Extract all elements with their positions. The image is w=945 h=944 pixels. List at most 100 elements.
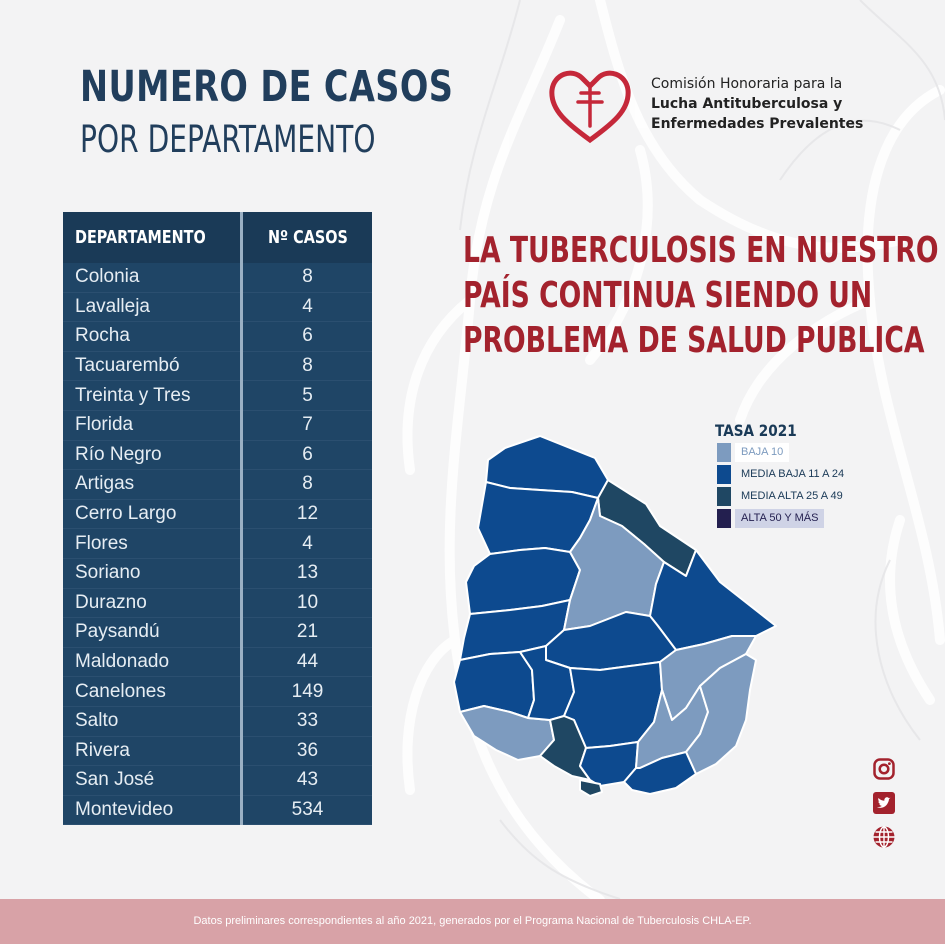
cases-cell: 8 [241, 263, 372, 293]
department-cell: Cerro Largo [63, 499, 243, 530]
cases-cell: 6 [241, 321, 372, 352]
legend-label: ALTA 50 Y MÁS [735, 509, 825, 528]
headline-line3: PROBLEMA DE SALUD PUBLICA [463, 320, 925, 361]
table-row: Rocha 6 [63, 321, 372, 352]
legend-swatch [717, 487, 731, 506]
cases-cell: 44 [241, 647, 372, 678]
region-montevideo [579, 779, 603, 797]
table-row: Flores 4 [63, 528, 372, 559]
department-cell: Rocha [63, 321, 243, 352]
table-row: Colonia 8 [63, 263, 372, 293]
department-cell: San José [63, 765, 243, 796]
cases-cell: 21 [241, 617, 372, 648]
headline-line1: LA TUBERCULOSIS EN NUESTRO [463, 230, 939, 271]
cases-cell: 4 [241, 292, 372, 323]
legend-item-baja: BAJA 10 [717, 443, 850, 462]
twitter-link[interactable] [872, 791, 896, 820]
footer-note: Datos preliminares correspondientes al a… [193, 915, 752, 927]
cases-cell: 36 [241, 736, 372, 767]
table-row: San José 43 [63, 765, 372, 796]
cases-cell: 5 [241, 380, 372, 411]
department-cell: Artigas [63, 469, 243, 500]
cases-cell: 6 [241, 440, 372, 471]
page-title: NUMERO DE CASOS [80, 62, 454, 112]
legend-item-alta: ALTA 50 Y MÁS [717, 509, 850, 528]
org-name-line1: Comisión Honoraria para la [651, 76, 843, 92]
cases-cell: 33 [241, 706, 372, 737]
footer: Datos preliminares correspondientes al a… [0, 899, 945, 944]
column-header-cases: Nº CASOS [241, 212, 372, 263]
legend-title: TASA 2021 [715, 421, 797, 440]
cases-table: DEPARTAMENTO Nº CASOS Colonia 8 Lavalleja… [63, 212, 372, 826]
department-cell: Maldonado [63, 647, 243, 678]
table-row: Montevideo 534 [63, 795, 372, 826]
uruguay-map [453, 435, 777, 797]
department-cell: Paysandú [63, 617, 243, 648]
table-row: Florida 7 [63, 410, 372, 441]
website-link[interactable] [872, 825, 896, 854]
region-cerro-largo [649, 549, 777, 651]
table-row: Río Negro 6 [63, 440, 372, 471]
map-legend: TASA 2021 BAJA 10 MEDIA BAJA 11 A 24 MED… [715, 421, 850, 528]
department-cell: Montevideo [63, 795, 243, 826]
table-row: Paysandú 21 [63, 617, 372, 648]
legend-item-media-baja: MEDIA BAJA 11 A 24 [717, 465, 850, 484]
table-row: Lavalleja 4 [63, 292, 372, 323]
department-cell: Canelones [63, 676, 243, 707]
table-row: Salto 33 [63, 706, 372, 737]
headline-line2: PAÍS CONTINUA SIENDO UN [463, 275, 873, 316]
department-cell: Colonia [63, 263, 243, 293]
legend-label: MEDIA ALTA 25 A 49 [741, 490, 843, 502]
cases-cell: 43 [241, 765, 372, 796]
column-header-department: DEPARTAMENTO [63, 212, 243, 263]
page-subtitle: POR DEPARTAMENTO [80, 118, 376, 161]
department-cell: Rivera [63, 736, 243, 767]
legend-item-media-alta: MEDIA ALTA 25 A 49 [717, 487, 850, 506]
legend-label: MEDIA BAJA 11 A 24 [741, 468, 845, 480]
department-cell: Lavalleja [63, 292, 243, 323]
cases-cell: 13 [241, 558, 372, 589]
table-row: Treinta y Tres 5 [63, 380, 372, 411]
table-row: Maldonado 44 [63, 647, 372, 678]
table-body: Colonia 8 Lavalleja 4 Rocha 6 Tacuarembó 8 T… [63, 263, 372, 826]
org-name-line3: Enfermedades Prevalentes [651, 116, 864, 132]
globe-icon [873, 826, 895, 848]
cases-cell: 534 [241, 795, 372, 826]
instagram-link[interactable] [872, 757, 896, 786]
department-cell: Treinta y Tres [63, 380, 243, 411]
heart-cross-icon [549, 70, 631, 144]
legend-swatch [717, 443, 731, 462]
table-row: Rivera 36 [63, 736, 372, 767]
cases-cell: 4 [241, 528, 372, 559]
table-row: Artigas 8 [63, 469, 372, 500]
department-cell: Florida [63, 410, 243, 441]
table-row: Soriano 13 [63, 558, 372, 589]
department-cell: Soriano [63, 558, 243, 589]
table-row: Cerro Largo 12 [63, 499, 372, 530]
cases-cell: 8 [241, 469, 372, 500]
legend-swatch [717, 465, 731, 484]
department-cell: Salto [63, 706, 243, 737]
instagram-icon [873, 758, 895, 780]
cases-cell: 10 [241, 588, 372, 619]
cases-cell: 8 [241, 351, 372, 382]
region-maldonado [623, 751, 697, 795]
twitter-icon [873, 792, 895, 814]
cases-cell: 149 [241, 676, 372, 707]
department-cell: Río Negro [63, 440, 243, 471]
table-row: Tacuarembó 8 [63, 351, 372, 382]
cases-cell: 7 [241, 410, 372, 441]
org-name-line2: Lucha Antituberculosa y [651, 96, 843, 112]
headline: LA TUBERCULOSIS EN NUESTRO PAÍS CONTINUA… [463, 228, 939, 363]
department-cell: Flores [63, 528, 243, 559]
legend-swatch [717, 509, 731, 528]
department-cell: Durazno [63, 588, 243, 619]
table-row: Durazno 10 [63, 588, 372, 619]
cases-cell: 12 [241, 499, 372, 530]
legend-label: BAJA 10 [735, 443, 790, 462]
table-header-row: DEPARTAMENTO Nº CASOS [63, 212, 372, 263]
department-cell: Tacuarembó [63, 351, 243, 382]
table-row: Canelones 149 [63, 676, 372, 707]
organization-logo: Comisión Honoraria para la Lucha Antitub… [548, 66, 863, 151]
